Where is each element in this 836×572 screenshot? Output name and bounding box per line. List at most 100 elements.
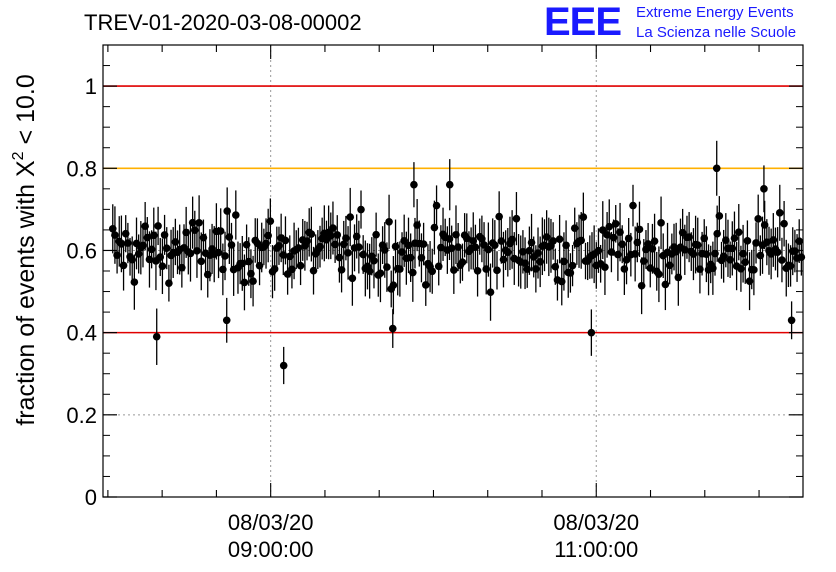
data-point [232, 211, 240, 219]
data-point [450, 266, 458, 274]
data-point [372, 230, 380, 239]
data-point [775, 209, 784, 217]
chart-title: TREV-01-2020-03-08-00002 [84, 10, 362, 35]
data-point [484, 245, 493, 254]
data-point [491, 241, 499, 249]
y-tick-label: 0.6 [66, 238, 97, 263]
data-point [458, 258, 467, 267]
data-point [555, 235, 564, 243]
data-point [655, 270, 663, 279]
x-tick-label-time: 09:00:00 [228, 537, 314, 562]
data-point [780, 219, 788, 228]
data-point [388, 324, 397, 333]
data-point [750, 266, 758, 274]
data-point [383, 263, 391, 271]
data-point [119, 261, 128, 270]
data-point [186, 249, 195, 258]
data-point [421, 281, 430, 289]
data-point [601, 263, 609, 271]
data-point [568, 261, 577, 270]
data-point [337, 266, 346, 274]
data-point [650, 237, 659, 245]
data-points [108, 140, 806, 385]
y-tick-label: 1 [85, 74, 97, 99]
x-tick-label-date: 08/03/20 [228, 510, 314, 535]
y-tick-labels: 0 0.2 0.4 0.6 0.8 1 [66, 74, 97, 510]
data-point [611, 219, 620, 228]
data-point [657, 219, 665, 227]
data-point [152, 332, 161, 341]
data-point [712, 164, 721, 173]
data-point [495, 212, 503, 221]
y-tick-label: 0.4 [66, 321, 97, 346]
data-point [629, 201, 637, 210]
data-point [445, 180, 454, 189]
data-point [281, 236, 290, 245]
data-point [743, 237, 752, 245]
data-point [389, 281, 398, 289]
data-point [579, 213, 588, 221]
data-point [512, 214, 521, 223]
data-point [357, 205, 365, 214]
data-point [428, 267, 437, 276]
data-point [279, 361, 288, 370]
y-tick-label: 0 [85, 485, 97, 510]
y-tick-label: 0.8 [66, 156, 97, 181]
data-point [249, 277, 257, 285]
x-tick-label-date: 08/03/20 [553, 510, 639, 535]
data-point [637, 281, 646, 290]
axis-ticks [103, 45, 803, 498]
data-point [266, 217, 275, 225]
data-point [661, 280, 670, 289]
data-point [797, 253, 806, 261]
data-point [410, 180, 418, 189]
logo-mark: EEE [544, 0, 622, 44]
data-point [715, 212, 724, 220]
logo-line-2: La Scienza nelle Scuole [636, 24, 797, 41]
data-point [432, 201, 441, 210]
x-tick-label-time: 11:00:00 [554, 537, 638, 562]
y-tick-label: 0.2 [66, 403, 97, 428]
data-point [165, 279, 173, 287]
data-point [734, 228, 743, 236]
data-point [605, 222, 614, 231]
data-point [486, 288, 495, 296]
data-point [216, 227, 225, 235]
data-point [760, 185, 768, 193]
data-point [409, 268, 417, 277]
data-point [296, 261, 305, 270]
data-point [473, 266, 482, 275]
data-point [348, 274, 357, 283]
data-point [197, 257, 206, 266]
data-point [787, 316, 796, 325]
data-point [130, 278, 139, 286]
data-point [154, 222, 162, 230]
data-point [773, 248, 782, 257]
data-point [195, 218, 203, 227]
data-point [778, 256, 786, 264]
y-axis-label: fraction of events with X2 < 10.0 [10, 74, 40, 425]
data-point [346, 213, 355, 221]
data-point [307, 230, 316, 238]
data-point [644, 240, 652, 248]
data-point [587, 328, 596, 337]
data-point [221, 252, 229, 260]
data-point [355, 243, 363, 251]
data-point [370, 256, 378, 265]
data-point [635, 225, 644, 234]
threshold-lines [103, 85, 803, 334]
data-point [344, 249, 352, 257]
data-point [730, 234, 739, 242]
data-point [430, 223, 439, 232]
logo-line-1: Extreme Energy Events [636, 4, 794, 21]
data-point [158, 262, 167, 271]
data-point [222, 316, 231, 325]
data-point [376, 269, 385, 278]
data-point [754, 215, 762, 223]
data-point [240, 278, 249, 287]
data-point [162, 244, 171, 252]
data-point [549, 237, 557, 245]
data-point [385, 217, 393, 226]
